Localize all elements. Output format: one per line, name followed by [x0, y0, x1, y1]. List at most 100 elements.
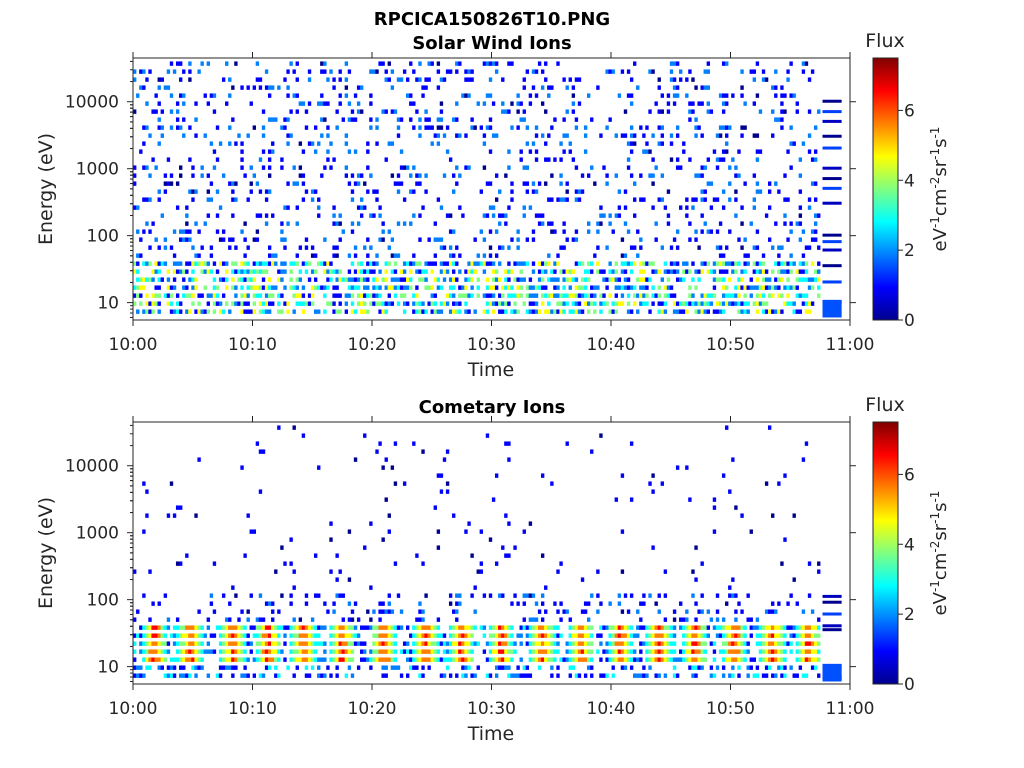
spectrogram-cell — [317, 141, 321, 146]
spectrogram-cell — [445, 657, 450, 662]
spectrogram-cell — [774, 649, 778, 654]
spectrogram-cell — [761, 277, 766, 282]
spectrogram-cell — [642, 133, 646, 138]
spectrogram-cell — [169, 285, 174, 290]
spectrogram-cell — [596, 593, 600, 598]
spectrogram-cell — [488, 301, 493, 306]
spectrogram-cell — [200, 625, 204, 630]
spectrogram-cell — [436, 125, 441, 130]
spectrogram-cell — [691, 261, 695, 266]
spectrogram-cell — [596, 221, 600, 226]
spectrogram-cell — [510, 285, 514, 290]
spectrogram-cell — [614, 625, 618, 630]
spectrogram-cell — [292, 181, 296, 186]
spectrogram-cell — [458, 649, 462, 654]
spectrogram-cell — [725, 61, 729, 66]
spectrogram-cell — [393, 261, 398, 266]
spectrogram-cell — [264, 625, 269, 630]
spectrogram-cell — [415, 309, 419, 314]
x-tick-label: 11:00 — [826, 335, 875, 355]
spectrogram-cell — [525, 189, 530, 194]
spectrogram-cell — [169, 61, 174, 66]
spectrogram-cell — [166, 85, 171, 90]
spectrogram-cell — [301, 181, 306, 186]
spectrogram-cell — [255, 77, 260, 82]
spectrogram-cell — [528, 101, 533, 106]
spectrogram-cell — [488, 77, 493, 82]
spectrogram-cell — [522, 625, 526, 630]
spectrogram-cell — [378, 601, 382, 606]
spectrogram-cell — [228, 657, 232, 662]
spectrogram-cell — [142, 649, 146, 654]
spectrogram-cell — [338, 277, 342, 282]
spectrogram-cell — [381, 221, 385, 226]
spectrogram-cell — [415, 181, 419, 186]
spectrogram-cell — [455, 617, 459, 622]
spectrogram-cell — [534, 189, 539, 194]
spectrogram-cell — [580, 285, 585, 290]
spectrogram-cell — [166, 641, 171, 646]
spectrogram-cell — [255, 441, 260, 446]
spectrogram-cell — [586, 277, 591, 282]
spectrogram-cell — [433, 505, 437, 510]
spectrogram-cell — [813, 649, 818, 654]
spectrogram-cell — [133, 109, 137, 114]
spectrogram-cell — [531, 189, 536, 194]
spectrogram-cell — [718, 253, 723, 258]
spectrogram-cell — [682, 149, 686, 154]
spectrogram-cell — [783, 537, 787, 542]
spectrogram-cell — [774, 69, 778, 74]
spectrogram-cell — [326, 261, 330, 266]
spectrogram-cell — [393, 481, 398, 486]
spectrogram-cell — [267, 641, 272, 646]
spectrogram-cell — [525, 593, 530, 598]
spectrogram-cell — [231, 285, 235, 290]
spectrogram-cell — [725, 261, 729, 266]
spectrogram-cell — [372, 285, 376, 290]
spectrogram-cell — [562, 309, 566, 314]
spectrogram-cell — [375, 277, 379, 282]
spectrogram-cell — [580, 261, 585, 266]
spectrogram-cell — [556, 673, 560, 678]
spectrogram-cell — [412, 309, 416, 314]
spectrogram-cell — [409, 117, 413, 122]
spectrogram-cell — [243, 293, 247, 298]
spectrogram-cell — [571, 301, 576, 306]
spectrogram-cell — [301, 309, 306, 314]
spectrogram-cell — [442, 245, 447, 250]
spectrogram-cell — [421, 85, 425, 90]
spectrogram-cell — [516, 245, 520, 250]
spectrogram-cell — [642, 149, 646, 154]
spectrogram-cell — [783, 473, 787, 478]
spectrogram-cell — [767, 205, 772, 210]
spectrogram-cell — [323, 649, 327, 654]
spectrogram-cell — [657, 293, 661, 298]
spectrogram-cell — [387, 293, 391, 298]
spectrogram-cell — [277, 657, 281, 662]
spectrogram-cell — [614, 309, 618, 314]
spectrogram-cell — [672, 665, 677, 670]
spectrogram-cell — [559, 601, 563, 606]
spectrogram-cell — [568, 149, 572, 154]
spectrogram-cell — [510, 649, 514, 654]
spectrogram-cell — [396, 125, 401, 130]
spectrogram-cell — [586, 229, 591, 234]
spectrogram-cell — [304, 269, 309, 274]
spectrogram-cell — [415, 633, 419, 638]
spectrogram-cell — [261, 673, 266, 678]
spectrogram-cell — [169, 309, 174, 314]
spectrogram-cell — [580, 657, 585, 662]
spectrogram-cell — [767, 425, 772, 430]
spectrogram-cell — [280, 165, 284, 170]
spectrogram-cell — [452, 293, 456, 298]
spectrogram-cell — [323, 61, 327, 66]
spectrogram-cell — [651, 545, 655, 550]
spectrogram-cell — [669, 625, 674, 630]
spectrogram-cell — [807, 309, 812, 314]
spectrogram-cell — [151, 109, 155, 114]
spectrogram-cell — [280, 625, 284, 630]
spectrogram-cell — [332, 221, 336, 226]
spectrogram-cell — [200, 261, 204, 266]
spectrogram-cell — [537, 269, 542, 274]
